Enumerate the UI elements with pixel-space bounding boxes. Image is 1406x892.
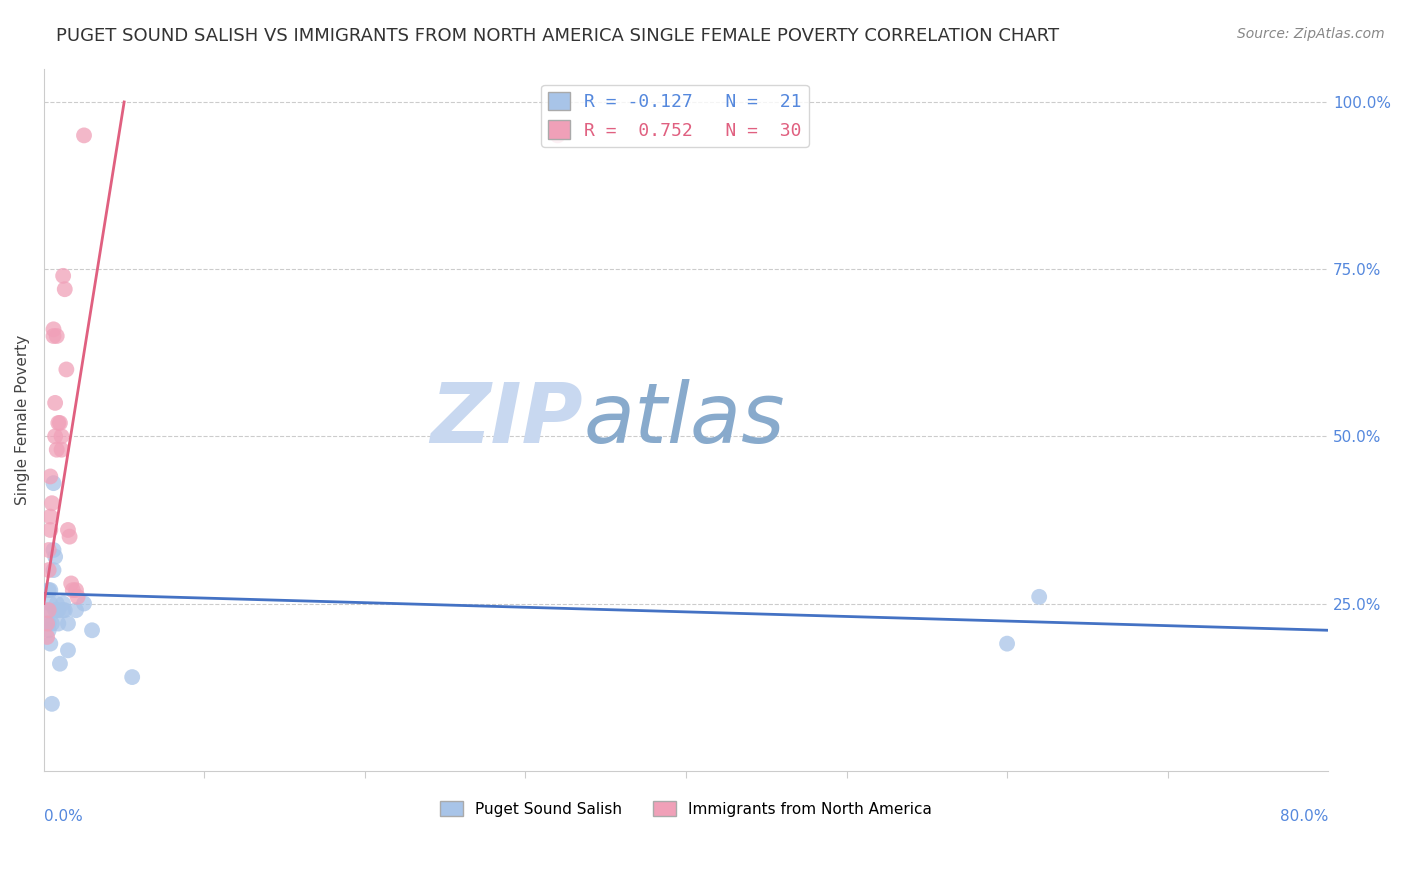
Point	[49, 657, 72, 671]
Point	[1028, 590, 1050, 604]
Point	[45, 603, 67, 617]
Point	[45, 442, 67, 457]
Text: 0.0%: 0.0%	[44, 809, 83, 824]
Point	[35, 603, 58, 617]
Point	[38, 616, 60, 631]
Point	[547, 128, 569, 143]
Point	[51, 429, 73, 443]
Point	[121, 670, 143, 684]
Point	[46, 416, 69, 430]
Text: ZIP: ZIP	[430, 379, 583, 460]
Point	[53, 282, 76, 296]
Point	[39, 583, 62, 598]
Point	[45, 329, 67, 343]
Point	[80, 624, 103, 638]
Point	[39, 509, 62, 524]
Point	[41, 616, 63, 631]
Point	[52, 603, 75, 617]
Point	[73, 128, 96, 143]
Point	[42, 329, 65, 343]
Point	[42, 322, 65, 336]
Point	[38, 543, 60, 558]
Point	[56, 523, 79, 537]
Point	[44, 549, 66, 564]
Text: 80.0%: 80.0%	[1279, 809, 1329, 824]
Point	[56, 616, 79, 631]
Point	[41, 496, 63, 510]
Point	[44, 396, 66, 410]
Point	[49, 416, 72, 430]
Point	[42, 476, 65, 491]
Point	[65, 583, 87, 598]
Point	[39, 523, 62, 537]
Point	[39, 637, 62, 651]
Text: atlas: atlas	[583, 379, 785, 460]
Point	[35, 630, 58, 644]
Point	[39, 469, 62, 483]
Point	[46, 616, 69, 631]
Point	[62, 583, 84, 598]
Y-axis label: Single Female Poverty: Single Female Poverty	[15, 334, 30, 505]
Point	[46, 603, 69, 617]
Point	[56, 643, 79, 657]
Point	[52, 597, 75, 611]
Point	[45, 597, 67, 611]
Point	[41, 697, 63, 711]
Point	[52, 268, 75, 283]
Point	[42, 543, 65, 558]
Point	[51, 442, 73, 457]
Point	[39, 597, 62, 611]
Legend: R = -0.127   N =  21, R =  0.752   N =  30: R = -0.127 N = 21, R = 0.752 N = 30	[541, 85, 808, 147]
Point	[58, 530, 80, 544]
Point	[60, 576, 83, 591]
Point	[38, 583, 60, 598]
Point	[65, 603, 87, 617]
Point	[38, 563, 60, 577]
Text: Source: ZipAtlas.com: Source: ZipAtlas.com	[1237, 27, 1385, 41]
Point	[44, 603, 66, 617]
Point	[35, 616, 58, 631]
Point	[53, 603, 76, 617]
Point	[42, 563, 65, 577]
Text: PUGET SOUND SALISH VS IMMIGRANTS FROM NORTH AMERICA SINGLE FEMALE POVERTY CORREL: PUGET SOUND SALISH VS IMMIGRANTS FROM NO…	[56, 27, 1059, 45]
Point	[38, 624, 60, 638]
Point	[995, 637, 1018, 651]
Point	[73, 597, 96, 611]
Point	[44, 429, 66, 443]
Point	[55, 362, 77, 376]
Point	[38, 603, 60, 617]
Point	[66, 590, 89, 604]
